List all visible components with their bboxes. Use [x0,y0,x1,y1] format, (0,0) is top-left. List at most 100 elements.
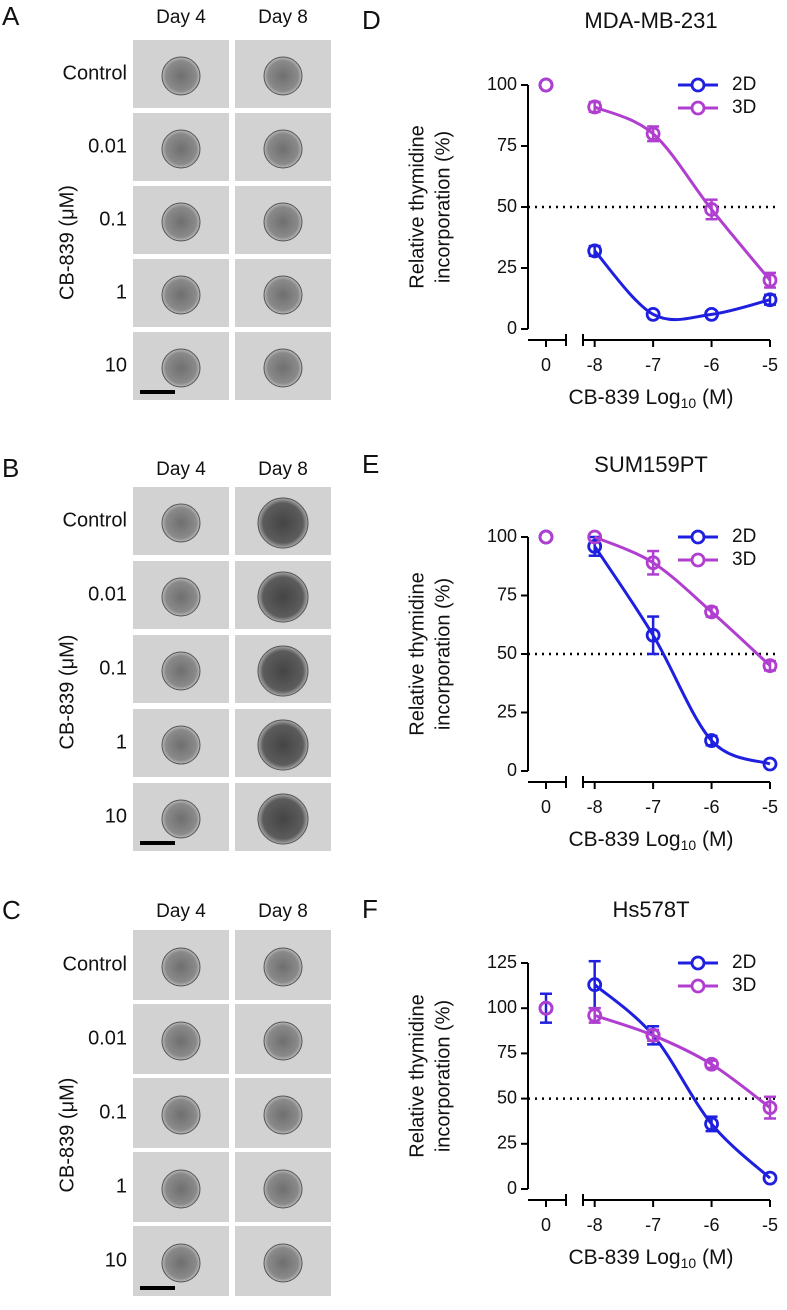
row-label: Control [63,62,127,84]
y-tick-label: 25 [497,701,517,721]
spheroid [161,202,201,242]
row-label: 0.01 [88,1027,127,1049]
y-axis-label: Relative thymidine [406,994,428,1157]
spheroid [161,129,201,169]
spheroid [257,645,309,697]
data-point [645,1027,661,1043]
spheroid [161,577,201,617]
x-axis-label-part: CB-839 Log [569,386,681,409]
x-tick-label: 0 [541,797,551,817]
x-axis-label-part: (M) [696,1246,733,1269]
data-point [587,977,603,993]
spheroid [161,348,201,388]
spheroid [161,947,201,987]
column-header: Day 8 [258,459,308,480]
x-axis-label-part: 10 [681,837,697,853]
data-point [645,306,661,322]
y-axis-label: incorporation (%) [432,578,454,730]
x-tick-label: -6 [704,1215,720,1235]
spheroid [263,202,303,242]
column-header: Day 4 [156,7,206,28]
y-tick-label: 75 [497,1042,517,1062]
legend-marker [690,552,706,568]
column-header: Day 4 [156,901,206,922]
row-label: 10 [105,805,127,827]
data-point [762,292,778,308]
legend-label: 3D [732,975,756,996]
x-tick-label: -6 [704,797,720,817]
spheroid [161,1021,201,1061]
panel-letter: E [362,449,379,479]
spheroid [263,129,303,169]
spheroid [161,1169,201,1209]
row-label: 1 [116,731,127,753]
spheroid [161,503,201,543]
spheroid [257,719,309,771]
x-axis-label: CB-839 Log10 (M) [569,386,734,411]
x-tick-label: -7 [645,797,661,817]
y-axis-label: incorporation (%) [432,131,454,283]
y-axis-label: Relative thymidine [406,572,428,735]
spheroid [257,497,309,549]
panel-letter: F [362,894,378,924]
fit-curve [593,545,771,766]
legend-label: 3D [732,97,756,118]
x-axis-label-part: CB-839 Log [569,828,681,851]
data-point [704,306,719,322]
row-label: 1 [116,1175,127,1197]
x-axis-label-part: 10 [681,1255,697,1271]
x-axis-label: CB-839 Log10 (M) [569,1246,734,1271]
column-header: Day 4 [156,459,206,480]
spheroid [263,56,303,96]
data-point [704,1056,719,1072]
fit-curve [594,105,772,282]
spheroid [263,1021,303,1061]
data-point [762,756,778,772]
spheroid [257,793,309,845]
x-tick-label: 0 [541,1215,551,1235]
error-bar [588,959,601,1010]
y-tick-label: 0 [507,760,517,780]
row-label: Control [63,509,127,531]
x-tick-label: -8 [587,797,603,817]
spheroid [161,56,201,96]
row-label: 10 [105,1249,127,1271]
spheroid [161,275,201,315]
x-tick-label: -8 [587,355,603,375]
error-bar [647,615,660,656]
column-header: Day 8 [258,901,308,922]
legend-marker [690,100,706,116]
spheroid [161,651,201,691]
panel-letter: C [2,895,21,925]
row-label: Control [63,953,127,975]
data-point [704,604,719,620]
y-tick-label: 75 [497,584,517,604]
x-tick-label: -7 [645,1215,661,1235]
legend-label: 2D [732,74,756,95]
y-tick-label: 100 [487,997,517,1017]
spheroid [161,1095,201,1135]
y-axis-label: incorporation (%) [432,1000,454,1152]
x-tick-label: -6 [704,355,720,375]
chart-title: MDA-MB-231 [584,8,717,33]
y-axis-label: CB-839 (μM) [56,185,78,300]
x-tick-label: -5 [762,797,778,817]
y-tick-label: 50 [497,1087,517,1107]
spheroid [263,1243,303,1283]
x-axis-label-part: (M) [696,828,733,851]
error-bar [764,1095,776,1120]
row-label: 10 [105,354,127,376]
y-axis-label: CB-839 (μM) [56,1078,78,1193]
y-axis-label: CB-839 (μM) [56,635,78,750]
panel-letter: D [362,5,381,35]
row-label: 0.01 [88,583,127,605]
row-label: 0.01 [88,135,127,157]
data-point [645,627,661,643]
spheroid [161,799,201,839]
y-tick-label: 100 [487,74,517,94]
y-tick-label: 50 [497,196,517,216]
x-axis-label-part: CB-839 Log [569,1246,681,1269]
data-point [762,272,778,288]
fit-curve [594,1014,771,1109]
data-point [587,99,603,115]
